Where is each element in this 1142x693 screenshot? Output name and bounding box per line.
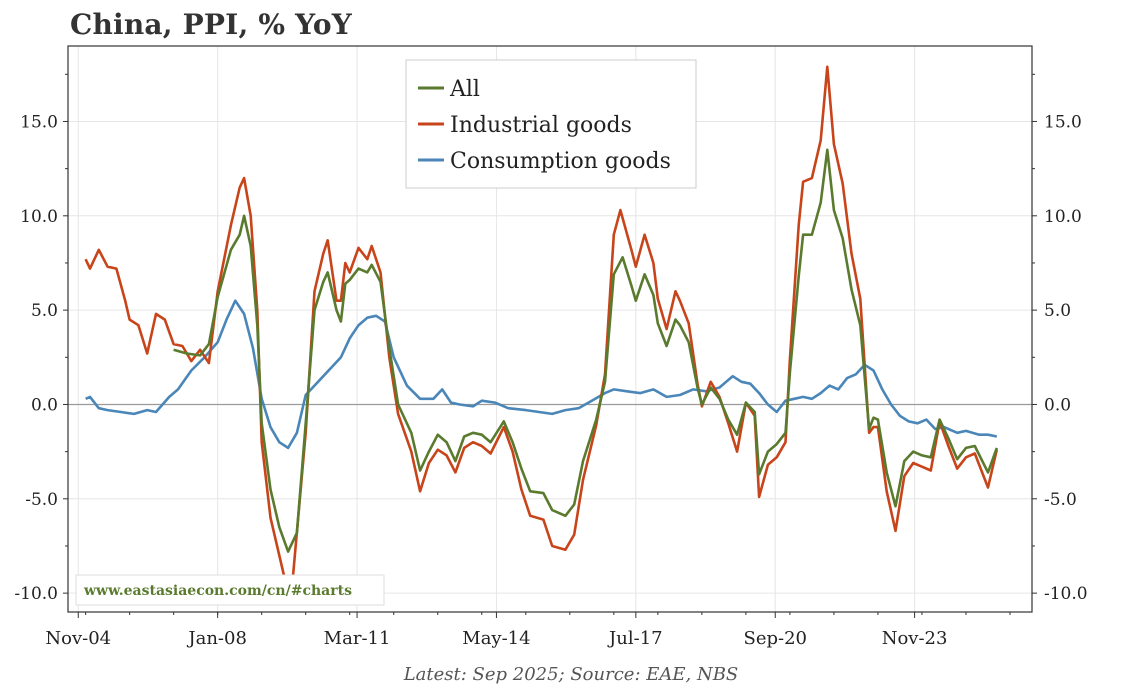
y-tick-label-right: 10.0 — [1044, 207, 1082, 227]
y-tick-label: 15.0 — [20, 112, 58, 132]
legend-label-industrial: Industrial goods — [450, 113, 632, 138]
y-tick-label-right: -5.0 — [1044, 490, 1077, 510]
y-tick-label: 0.0 — [31, 395, 58, 415]
watermark-box — [75, 574, 385, 606]
y-tick-label: -5.0 — [25, 490, 58, 510]
series-line-consumption — [85, 299, 998, 450]
x-tick-label: Jul-17 — [607, 628, 663, 649]
series-lines — [84, 65, 999, 595]
x-tick-label: Nov-04 — [45, 628, 111, 649]
source-footer: Latest: Sep 2025; Source: EAE, NBS — [403, 664, 739, 685]
plot-border — [67, 45, 1033, 613]
legend-box — [405, 59, 697, 189]
y-tick-label: 5.0 — [31, 301, 58, 321]
y-tick-label-right: 5.0 — [1044, 301, 1071, 321]
watermark: www.eastasiaecon.com/cn/#charts — [75, 574, 385, 606]
y-tick-label-right: -10.0 — [1044, 584, 1088, 604]
chart-title: China, PPI, % YoY — [70, 8, 352, 41]
legend-label-consumption: Consumption goods — [450, 149, 671, 174]
y-tick-label: 10.0 — [20, 207, 58, 227]
y-tick-label-right: 0.0 — [1044, 395, 1071, 415]
legend: All Industrial goods Consumption goods — [405, 59, 697, 189]
y-tick-label: -10.0 — [14, 584, 58, 604]
x-tick-label: May-14 — [462, 628, 530, 649]
x-tick-label: Jan-08 — [186, 628, 247, 649]
x-tick-label: Mar-11 — [324, 628, 391, 649]
x-tick-label: Sep-20 — [743, 628, 807, 649]
y-tick-label-right: 15.0 — [1044, 112, 1082, 132]
x-tick-label: Nov-23 — [882, 628, 948, 649]
plot-frame — [67, 45, 1033, 613]
series-line-all — [173, 148, 999, 553]
series-line-industrial — [84, 65, 999, 595]
x-axis: Nov-04 Jan-08 Mar-11 May-14 Jul-17 Sep-20 Nov-… — [45, 612, 1011, 649]
y-axis-left: -10.0 -5.0 0.0 5.0 10.0 15.0 — [14, 73, 68, 604]
y-axis-right: -10.0 -5.0 0.0 5.0 10.0 15.0 — [1032, 73, 1088, 604]
legend-label-all: All — [449, 77, 480, 102]
watermark-text: www.eastasiaecon.com/cn/#charts — [83, 583, 352, 599]
